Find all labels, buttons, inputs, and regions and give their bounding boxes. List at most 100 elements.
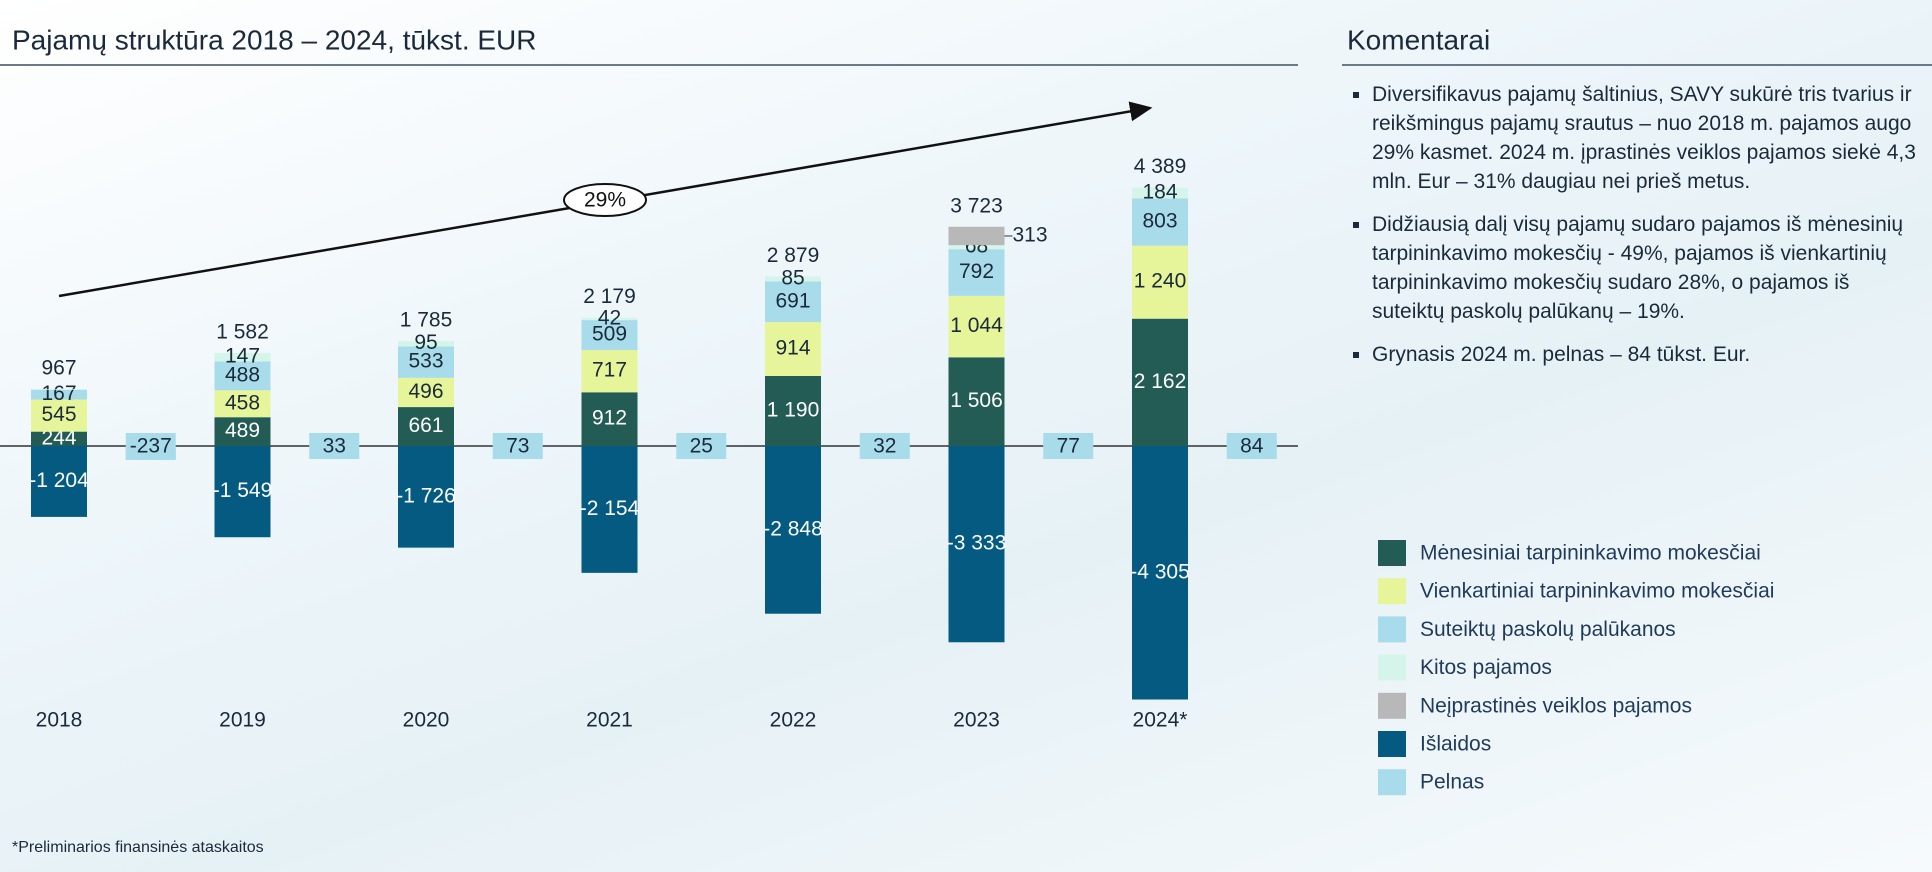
bar-segment — [765, 276, 821, 282]
data-label: -1 726 — [396, 484, 456, 507]
profit-bar — [492, 441, 543, 446]
data-label: -4 305 — [1130, 560, 1190, 583]
bar-segment — [31, 446, 87, 517]
data-label: 691 — [775, 289, 810, 312]
legend-swatch — [1378, 654, 1406, 681]
data-label: 1 506 — [950, 389, 1003, 412]
total-label: 1 785 — [400, 308, 453, 331]
bar-segment — [31, 389, 87, 390]
profit-bar — [1043, 441, 1094, 446]
total-label: 4 389 — [1134, 155, 1187, 178]
growth-ellipse — [563, 183, 647, 217]
legend-swatch — [1378, 616, 1406, 643]
x-tick-label: 2020 — [403, 709, 450, 732]
bar-segment — [398, 346, 454, 378]
bar-segment — [581, 317, 638, 321]
data-label: 1 044 — [950, 314, 1003, 337]
bar-segment — [948, 249, 1005, 296]
data-label: 95 — [414, 331, 437, 354]
data-label: 85 — [781, 266, 804, 289]
profit-bar — [125, 446, 176, 460]
legend-label: Neįprastinės veiklos pajamos — [1420, 694, 1692, 717]
bar-segment — [581, 392, 638, 446]
data-label: 533 — [408, 350, 443, 373]
x-tick-label: 2023 — [953, 709, 1000, 732]
growth-label: 29% — [584, 189, 626, 212]
profit-label: 84 — [1240, 435, 1264, 458]
legend-label: Kitos pajamos — [1420, 656, 1552, 679]
data-label: 489 — [225, 419, 260, 442]
bar-segment — [214, 417, 271, 446]
bar-segment — [581, 446, 638, 573]
bar-segment — [398, 407, 454, 446]
bar-segment — [31, 389, 87, 400]
legend-label: Mėnesiniai tarpininkavimo mokesčiai — [1420, 542, 1761, 565]
data-label: 488 — [225, 363, 260, 386]
comment: Diversifikavus pajamų šaltinius, SAVY su… — [1372, 80, 1917, 196]
data-label: 1 190 — [767, 399, 820, 422]
data-label: -1 204 — [29, 469, 89, 492]
data-label: -3 333 — [947, 532, 1007, 555]
data-label: 147 — [225, 345, 260, 368]
bar-segment — [398, 446, 454, 548]
legend-swatch — [1378, 540, 1406, 566]
total-label: 1 582 — [216, 320, 269, 343]
data-label: 717 — [592, 359, 627, 382]
bar-segment — [214, 352, 271, 362]
data-label: 509 — [592, 323, 627, 346]
bar-segment — [948, 245, 1005, 250]
bar-segment — [765, 446, 821, 614]
comments: Diversifikavus pajamų šaltinius, SAVY su… — [1342, 80, 1917, 383]
profit-label: 32 — [873, 435, 896, 458]
bar-segment — [1132, 245, 1188, 319]
x-tick-label: 2018 — [36, 709, 83, 732]
footnote: *Preliminarios finansinės ataskaitos — [12, 839, 264, 856]
legend-label: Suteiktų paskolų palūkanos — [1420, 618, 1676, 641]
data-label: 1 240 — [1134, 270, 1187, 293]
data-label: 167 — [41, 382, 76, 405]
data-label: 545 — [41, 403, 76, 426]
bar-segment — [214, 390, 271, 418]
legend-label: Pelnas — [1420, 771, 1484, 794]
bar-segment — [398, 340, 454, 347]
data-label: 803 — [1142, 210, 1177, 233]
data-label: 244 — [41, 426, 76, 449]
profit-label: 25 — [690, 435, 713, 458]
bar-segment — [581, 350, 638, 393]
bar-segment — [398, 377, 454, 408]
profit-bar — [676, 444, 727, 446]
legend-swatch — [1378, 769, 1406, 796]
bar-segment — [948, 446, 1005, 643]
legend-swatch — [1378, 692, 1406, 719]
bar-segment — [1132, 446, 1188, 700]
total-label: 967 — [41, 357, 76, 380]
bar-segment — [214, 446, 271, 538]
data-label: 184 — [1142, 181, 1177, 204]
bar-segment — [31, 399, 87, 432]
legend-swatch — [1378, 578, 1406, 605]
bar-segment — [1132, 187, 1188, 199]
total-label: 3 723 — [950, 194, 1003, 217]
comment: Didžiausią dalį visų pajamų sudaro pajam… — [1372, 210, 1917, 326]
profit-label: -237 — [130, 435, 172, 458]
x-tick-label: 2024* — [1133, 709, 1188, 732]
bar-segment — [765, 375, 821, 446]
data-label: 313 — [1013, 224, 1048, 247]
bar-segment — [31, 431, 87, 446]
bar-segment — [1132, 198, 1188, 246]
bar-segment — [1132, 318, 1188, 446]
legend-label: Išlaidos — [1420, 733, 1491, 756]
data-label: -2 848 — [763, 517, 823, 540]
comments-title: Komentarai — [1347, 24, 1490, 55]
data-label: 2 162 — [1134, 370, 1187, 393]
x-tick-label: 2021 — [586, 709, 633, 732]
comment: Grynasis 2024 m. pelnas – 84 tūkst. Eur. — [1372, 340, 1917, 369]
data-label: 458 — [225, 391, 260, 414]
profit-bar — [1226, 441, 1277, 446]
bar-segment — [765, 281, 821, 323]
data-label: 914 — [775, 337, 810, 360]
bar-segment — [765, 322, 821, 376]
data-label: -2 154 — [580, 497, 640, 520]
